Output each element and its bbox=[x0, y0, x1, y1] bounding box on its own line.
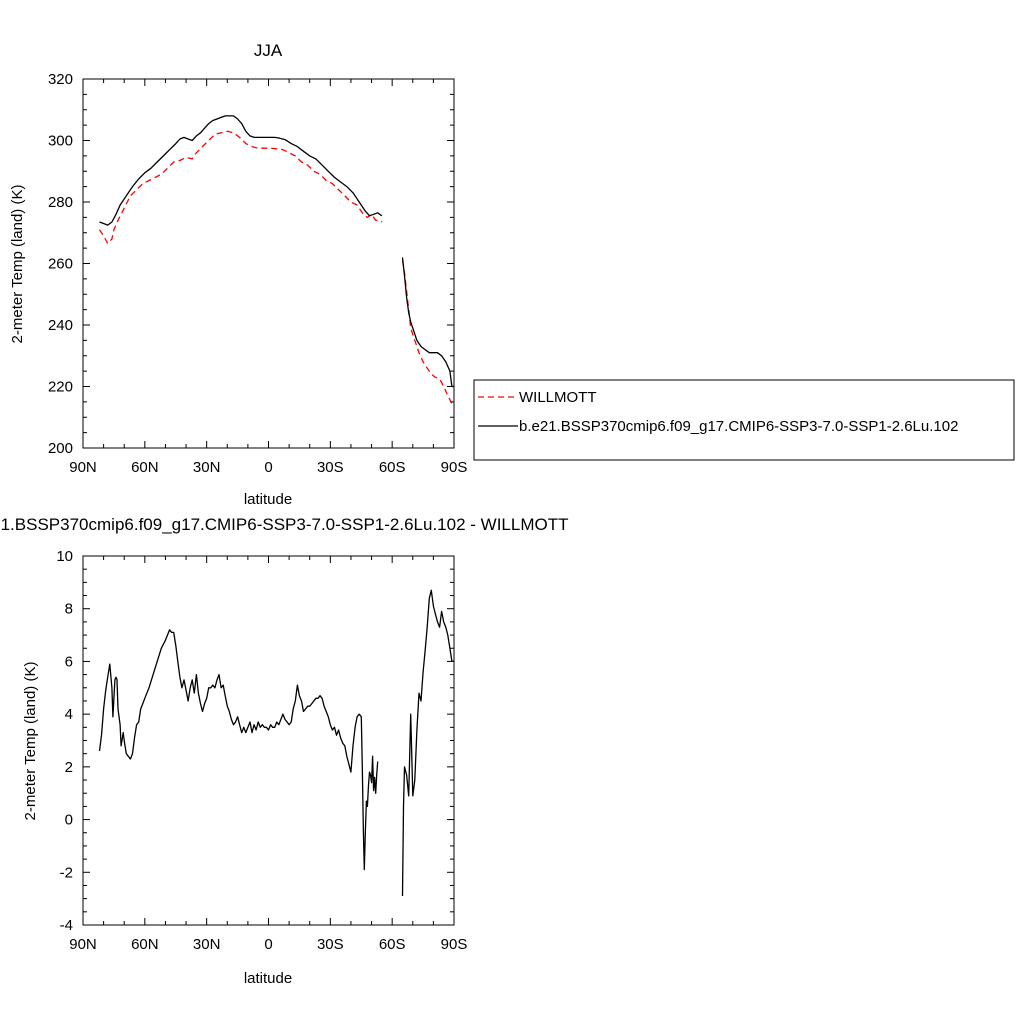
bottom-ytick-label: 4 bbox=[65, 706, 73, 723]
legend-label-model: b.e21.BSSP370cmip6.f09_g17.CMIP6-SSP3-7.… bbox=[519, 418, 958, 435]
bottom-xtick-label: 0 bbox=[264, 936, 272, 953]
top-ytick-label: 300 bbox=[48, 133, 73, 150]
top-panel-ylabel: 2-meter Temp (land) (K) bbox=[9, 185, 26, 344]
top-panel: JJA 2-meter Temp (land) (K) latitude 200… bbox=[9, 41, 467, 508]
top-xtick-label: 60S bbox=[379, 459, 406, 476]
bottom-ytick-label: 10 bbox=[56, 548, 73, 565]
top-series-1-segment-1 bbox=[401, 257, 454, 388]
bottom-ytick-label: 2 bbox=[65, 759, 73, 776]
top-ytick-label: 200 bbox=[48, 440, 73, 457]
bottom-ytick-label: 0 bbox=[65, 812, 73, 829]
legend-box bbox=[473, 379, 1015, 461]
top-panel-title: JJA bbox=[254, 41, 283, 60]
top-ytick-label: 260 bbox=[48, 256, 73, 273]
top-series-0-segment-0 bbox=[98, 130, 383, 245]
top-panel-xlabel: latitude bbox=[244, 491, 292, 508]
top-xtick-label: 90S bbox=[441, 459, 468, 476]
bottom-xtick-label: 60N bbox=[131, 936, 159, 953]
bottom-panel-xlabel: latitude bbox=[244, 970, 292, 987]
bottom-xtick-label: 30S bbox=[317, 936, 344, 953]
top-ytick-label: 240 bbox=[48, 317, 73, 334]
bottom-ytick-label: -2 bbox=[60, 864, 73, 881]
top-series-0-segment-1 bbox=[401, 260, 454, 405]
bottom-ytick-label: -4 bbox=[60, 917, 73, 934]
bottom-ytick-label: 6 bbox=[65, 653, 73, 670]
bottom-series-0-segment-1 bbox=[401, 589, 454, 897]
top-ytick-label: 320 bbox=[48, 71, 73, 88]
bottom-panel-ylabel: 2-meter Temp (land) (K) bbox=[22, 662, 39, 821]
top-xtick-label: 0 bbox=[264, 459, 272, 476]
top-ytick-label: 280 bbox=[48, 194, 73, 211]
top-series-1-segment-0 bbox=[99, 115, 383, 226]
bottom-panel-title: b.e21.BSSP370cmip6.f09_g17.CMIP6-SSP3-7.… bbox=[0, 515, 568, 534]
top-xtick-label: 30N bbox=[193, 459, 221, 476]
bottom-ytick-label: 8 bbox=[65, 601, 73, 618]
top-plot-frame bbox=[82, 78, 455, 449]
bottom-xtick-label: 90N bbox=[69, 936, 97, 953]
bottom-xtick-label: 60S bbox=[379, 936, 406, 953]
top-xtick-label: 90N bbox=[69, 459, 97, 476]
bottom-series-0-segment-0 bbox=[98, 629, 379, 871]
bottom-plot-frame bbox=[82, 555, 455, 926]
legend-label-willmott: WILLMOTT bbox=[519, 389, 597, 406]
legend: WILLMOTT b.e21.BSSP370cmip6.f09_g17.CMIP… bbox=[473, 379, 1015, 461]
top-xtick-label: 30S bbox=[317, 459, 344, 476]
bottom-xtick-label: 30N bbox=[193, 936, 221, 953]
bottom-xtick-label: 90S bbox=[441, 936, 468, 953]
top-ytick-label: 220 bbox=[48, 379, 73, 396]
top-xtick-label: 60N bbox=[131, 459, 159, 476]
bottom-panel: b.e21.BSSP370cmip6.f09_g17.CMIP6-SSP3-7.… bbox=[0, 515, 568, 987]
